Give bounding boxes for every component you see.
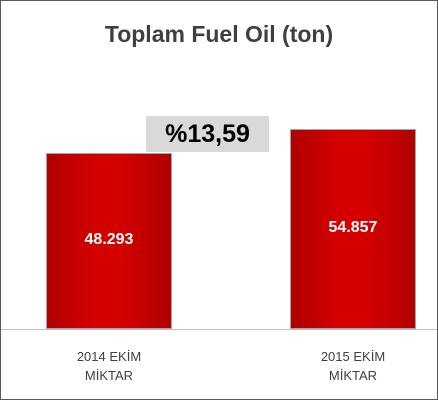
bar xyxy=(45,152,173,329)
x-tick-label: 2015 EKİM MİKTAR xyxy=(320,349,386,383)
baseline xyxy=(1,329,437,330)
x-tick-label: 2014 EKİM MİKTAR xyxy=(76,349,142,383)
annotation: %13,59 xyxy=(146,116,269,152)
bar xyxy=(289,129,417,329)
chart-title: Toplam Fuel Oil (ton) xyxy=(104,21,334,47)
value-label: 54.857 xyxy=(328,219,378,236)
value-label: 48.293 xyxy=(84,230,134,248)
